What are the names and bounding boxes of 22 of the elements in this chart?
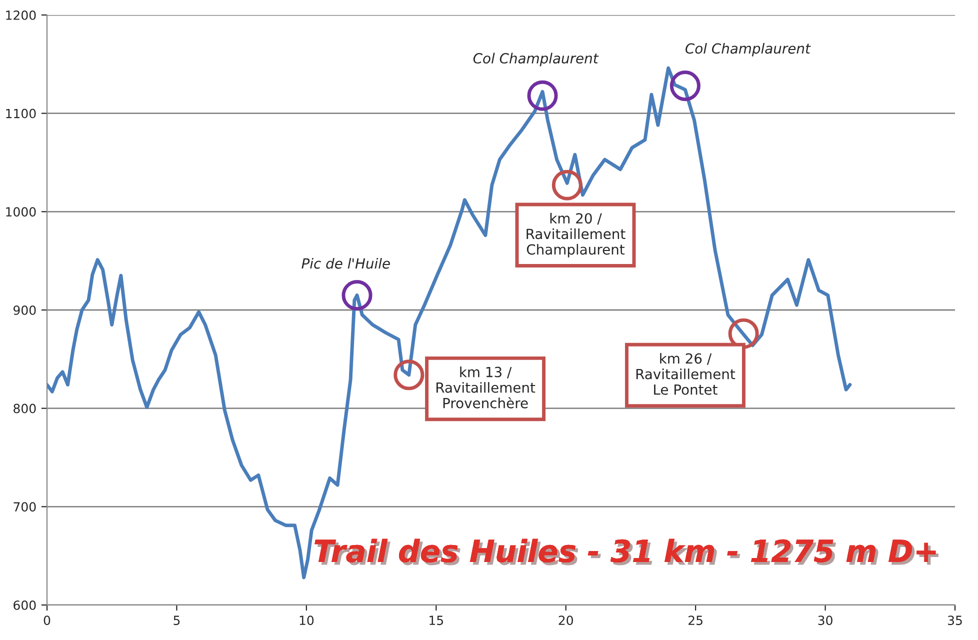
x-tick-label: 10	[300, 616, 314, 626]
y-tick-label: 800	[14, 404, 36, 414]
y-tick-label: 1100	[6, 108, 36, 118]
x-tick-label: 0	[44, 616, 50, 626]
x-tick-label: 5	[174, 616, 180, 626]
annotation: Pic de l'Huile	[302, 258, 390, 269]
annotation: km 20 / Ravitaillement Champlaurent	[526, 212, 626, 258]
y-tick-label: 1000	[6, 207, 36, 217]
x-tick-label: 15	[430, 616, 444, 626]
y-tick-label: 600	[14, 600, 36, 610]
annotation: Col Champlaurent	[473, 52, 599, 66]
x-tick-label: 20	[558, 616, 573, 626]
y-tick-label: 700	[14, 502, 36, 512]
x-tick-label: 30	[818, 616, 832, 626]
annotation: Col Champlaurent	[686, 42, 811, 56]
annotation: km 26 / Ravitaillement Le Pontet	[636, 352, 736, 395]
x-tick-label: 35	[948, 616, 962, 626]
text: Trail des Huiles - 31 km - 1275 m D+	[314, 538, 938, 566]
annotation: km 13 / Ravitaillement Provenchère	[436, 366, 536, 408]
y-tick-label: 900	[14, 305, 36, 315]
x-tick-label: 25	[688, 616, 702, 626]
y-tick-label: 1200	[6, 10, 36, 20]
